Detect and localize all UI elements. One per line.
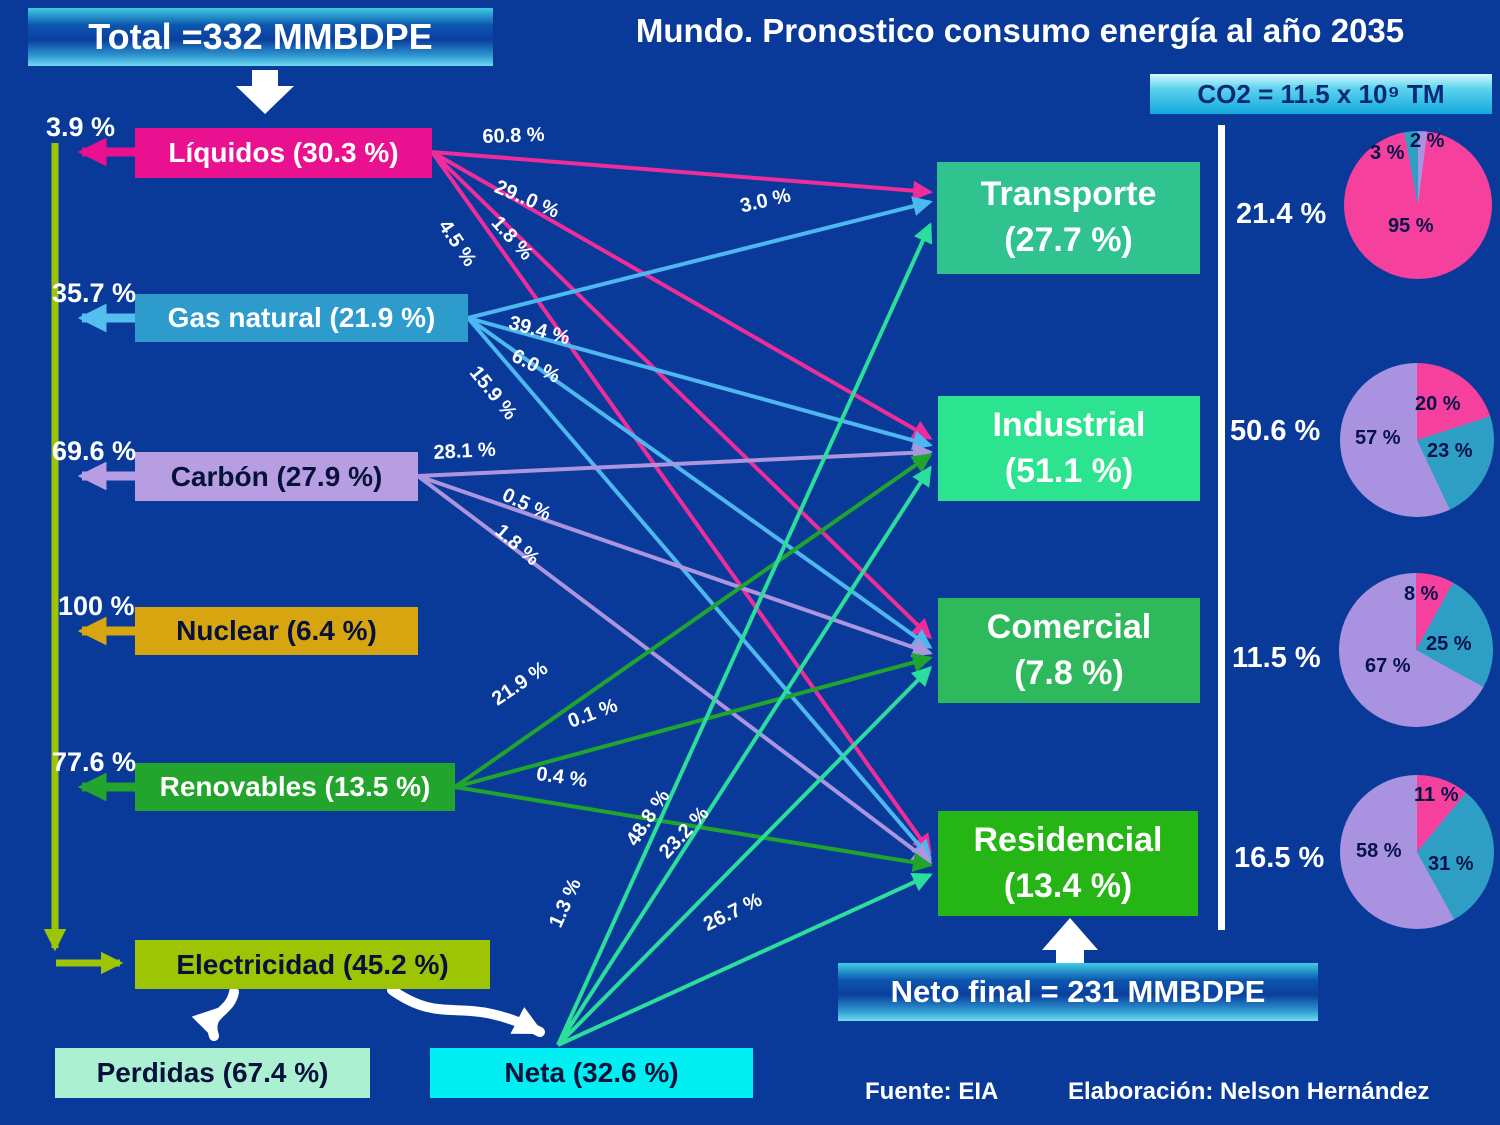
flow-line-neta-industrial xyxy=(556,465,932,1047)
sector-name-industrial: Industrial xyxy=(992,405,1146,444)
flow-line-renovables-comercial xyxy=(454,652,933,789)
flow-line-gas-residencial xyxy=(466,316,932,861)
flow-line-neta-residencial xyxy=(557,872,933,1047)
flow-line-liquidos-comercial xyxy=(430,150,933,640)
sector-pct-comercial: (7.8 %) xyxy=(1014,653,1124,692)
source-box-neta: Neta (32.6 %) xyxy=(430,1048,753,1098)
to-electricity-label-carbon: 69.6 % xyxy=(52,436,137,466)
flow-line-neta-comercial xyxy=(556,665,933,1047)
to-electricity-label-nuclear: 100 % xyxy=(58,591,135,621)
author-credit: Elaboración: Nelson Hernández xyxy=(1068,1078,1430,1105)
pie-chart-residencial xyxy=(1340,775,1494,929)
flow-label-carbon-industrial: 28.1 % xyxy=(433,438,497,464)
pie-chart-comercial xyxy=(1339,573,1493,727)
to-electricity-label-renovables: 77.6 % xyxy=(52,747,137,777)
flow-line-liquidos-industrial xyxy=(431,150,933,440)
flow-line-gas-comercial xyxy=(466,316,933,649)
flow-line-gas-transporte xyxy=(467,196,933,320)
pie-industrial-slice-label-2: 57 % xyxy=(1355,427,1401,449)
pie-transporte-slice-label-1: 95 % xyxy=(1388,215,1434,237)
sector-share-label-transporte: 21.4 % xyxy=(1236,198,1327,230)
source-box-renovables: Renovables (13.5 %) xyxy=(135,763,455,811)
pie-residencial-slice-label-1: 31 % xyxy=(1428,853,1474,875)
source-box-nuclear: Nuclear (6.4 %) xyxy=(135,607,418,655)
neto-final-banner: Neto final = 231 MMBDPE xyxy=(838,963,1318,1021)
sector-name-comercial: Comercial xyxy=(986,607,1152,646)
sector-pct-industrial: (51.1 %) xyxy=(1004,451,1134,490)
source-credit: Fuente: EIA xyxy=(865,1078,999,1105)
pie-industrial-slice-label-1: 23 % xyxy=(1427,440,1473,462)
sector-share-label-comercial: 11.5 % xyxy=(1232,642,1321,674)
flow-line-liquidos-transporte xyxy=(431,150,933,201)
pie-industrial-slice-label-0: 20 % xyxy=(1415,393,1461,415)
neto-to-residencial-arrow xyxy=(1042,918,1098,970)
sector-box-residencial: Residencial (13.4 %) xyxy=(938,811,1198,916)
sector-share-divider-line xyxy=(1218,125,1225,930)
source-box-carbon: Carbón (27.9 %) xyxy=(135,452,418,501)
pie-residencial-slice-label-2: 58 % xyxy=(1356,840,1402,862)
flow-line-neta-transporte xyxy=(556,222,933,1046)
pie-chart-transporte xyxy=(1344,131,1492,279)
to-electricity-label-liquidos: 3.9 % xyxy=(46,112,116,142)
pie-comercial-slice-label-1: 25 % xyxy=(1426,633,1472,655)
flow-line-carbon-residencial xyxy=(416,474,933,864)
pie-transporte-slice-label-2: 3 % xyxy=(1370,142,1405,164)
to-electricity-label-gas: 35.7 % xyxy=(52,278,137,308)
source-box-liquidos: Líquidos (30.3 %) xyxy=(135,128,432,178)
source-box-perdidas: Perdidas (67.4 %) xyxy=(55,1048,370,1098)
total-to-liquidos-arrow xyxy=(236,70,294,114)
pie-residencial-slice-label-0: 11 % xyxy=(1414,784,1459,806)
source-box-gas: Gas natural (21.9 %) xyxy=(135,294,468,342)
sector-share-label-industrial: 50.6 % xyxy=(1230,415,1321,447)
total-banner: Total =332 MMBDPE xyxy=(28,8,493,66)
flow-line-carbon-industrial xyxy=(417,442,933,478)
sector-box-transporte: Transporte (27.7 %) xyxy=(937,162,1200,274)
pie-comercial-slice-label-0: 8 % xyxy=(1404,583,1439,605)
pie-comercial-slice-label-2: 67 % xyxy=(1365,655,1411,677)
sector-name-transporte: Transporte xyxy=(980,175,1157,214)
sector-share-label-residencial: 16.5 % xyxy=(1234,842,1325,874)
sector-name-residencial: Residencial xyxy=(973,820,1163,859)
flow-line-gas-industrial xyxy=(467,316,933,451)
flow-label-liquidos-transporte: 60.8 % xyxy=(482,123,545,148)
sector-box-industrial: Industrial (51.1 %) xyxy=(938,396,1200,501)
flow-line-carbon-comercial xyxy=(417,474,933,657)
flow-line-renovables-industrial xyxy=(453,453,933,789)
source-box-electricidad: Electricidad (45.2 %) xyxy=(135,940,490,989)
sector-pct-residencial: (13.4 %) xyxy=(1003,866,1133,905)
electricidad-to-perdidas-arrow xyxy=(191,987,239,1041)
pie-transporte-slice-label-0: 2 % xyxy=(1410,130,1445,152)
flow-line-liquidos-residencial xyxy=(430,150,932,855)
flow-line-renovables-residencial xyxy=(454,785,933,873)
co2-banner: CO2 = 11.5 x 10⁹ TM xyxy=(1150,74,1492,114)
sector-box-comercial: Comercial (7.8 %) xyxy=(938,598,1200,703)
page-title: Mundo. Pronostico consumo energía al año… xyxy=(635,12,1405,49)
sector-pct-transporte: (27.7 %) xyxy=(1004,221,1133,259)
pie-chart-industrial xyxy=(1340,363,1494,517)
electricidad-to-neta-arrow xyxy=(387,985,545,1037)
